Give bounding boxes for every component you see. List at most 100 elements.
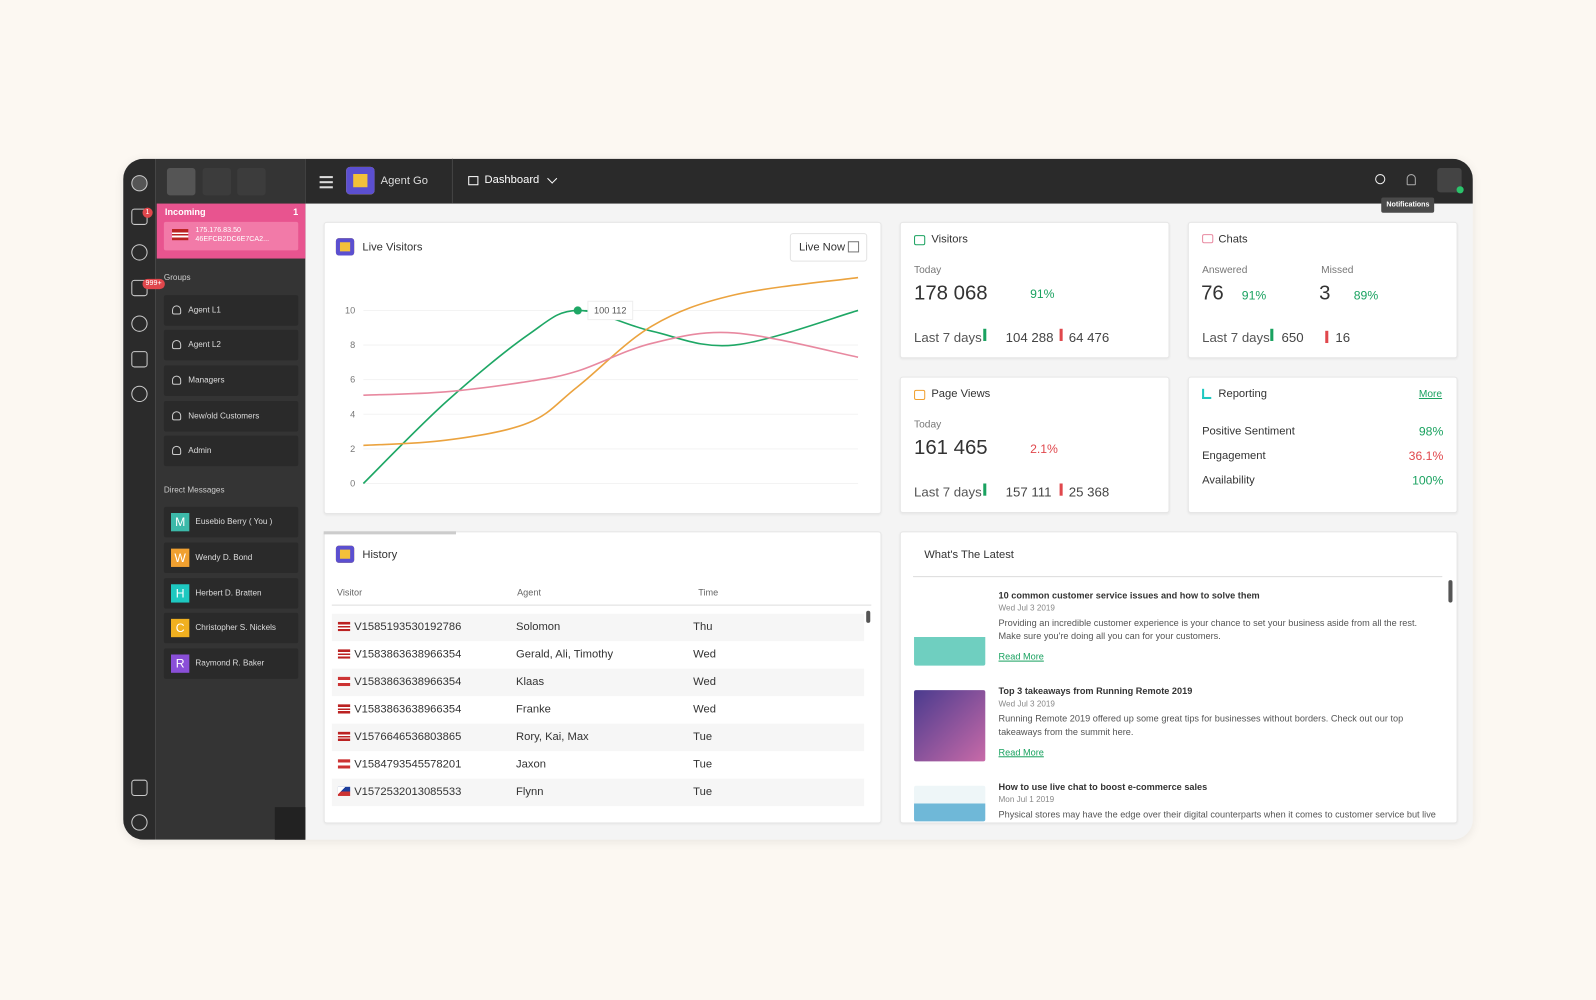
table-cell: Wed	[693, 675, 716, 689]
dm-name: Herbert D. Bratten	[195, 588, 262, 598]
down-icon	[1059, 483, 1063, 496]
icon-rail	[123, 158, 156, 840]
group-icon	[172, 305, 182, 315]
group-item[interactable]	[163, 329, 299, 361]
table-row[interactable]	[331, 751, 865, 779]
chevron	[547, 173, 558, 184]
scrollbar	[866, 610, 871, 623]
group-name: Agent L1	[188, 305, 221, 315]
table-cell: V1585193530192786	[354, 620, 462, 634]
nav-label[interactable]: Dashboard	[484, 174, 540, 187]
news-image	[914, 785, 986, 822]
news-title[interactable]: Top 3 takeaways from Running Remote 2019	[998, 686, 1193, 697]
last7-label: Last 7 days	[914, 329, 982, 346]
flag	[337, 704, 351, 714]
card-icon	[1202, 388, 1212, 400]
news-date: Mon Jul 1 2019	[998, 794, 1055, 805]
group-item[interactable]	[163, 295, 299, 326]
table-cell: V1584793545578201	[354, 758, 462, 771]
visitors-card	[899, 221, 1170, 359]
group-name: Agent L2	[188, 339, 221, 350]
flag	[337, 649, 351, 659]
table-cell: Franke	[516, 703, 551, 716]
table-cell: Tue	[693, 785, 713, 799]
group-item[interactable]	[163, 401, 299, 432]
table-row[interactable]	[331, 696, 865, 724]
group-item[interactable]	[163, 365, 299, 396]
badge: 1	[142, 207, 153, 218]
section-title: Direct Messages	[163, 485, 225, 495]
incoming-count: 1	[293, 206, 299, 217]
last7-label: Last 7 days	[914, 484, 982, 500]
home-icon	[468, 176, 479, 186]
table-cell: Jaxon	[516, 758, 546, 771]
avatar: M	[171, 513, 190, 532]
panel-tab[interactable]	[202, 167, 232, 196]
today-value: 161 465	[914, 436, 988, 460]
today-change: 91%	[1030, 287, 1055, 302]
up-value: 650	[1281, 329, 1304, 346]
table-cell: V1572532013085533	[354, 785, 462, 799]
rail-icon[interactable]	[131, 351, 148, 368]
table-cell: Wed	[693, 703, 716, 716]
table-row[interactable]	[331, 778, 865, 807]
rail-icon[interactable]	[131, 244, 148, 261]
table-cell: Gerald, Ali, Timothy	[516, 648, 614, 661]
bell-icon[interactable]	[1406, 174, 1416, 186]
news-text: Physical stores may have the edge over t…	[998, 809, 1436, 820]
read-more[interactable]: Read More	[998, 747, 1044, 758]
rail-icon[interactable]	[131, 175, 148, 192]
report-value: 36.1%	[1408, 448, 1444, 464]
up-value: 157 111	[1005, 484, 1052, 500]
rail-icon[interactable]	[131, 814, 148, 831]
table-row[interactable]	[331, 641, 865, 669]
more-link[interactable]: More	[1418, 388, 1443, 401]
table-cell: Klaas	[516, 675, 545, 689]
panel-tab[interactable]	[166, 167, 196, 196]
news-text: Running Remote 2019 offered up some grea…	[998, 713, 1404, 737]
status-dot	[1456, 186, 1464, 194]
menu-icon	[319, 176, 333, 178]
live-visitors-card	[323, 221, 882, 515]
group-name: New/old Customers	[188, 411, 260, 421]
today-change: 2.1%	[1030, 441, 1058, 457]
news-title[interactable]: How to use live chat to boost e-commerce…	[998, 781, 1208, 792]
live-now-button[interactable]	[789, 233, 868, 262]
dm-name: Wendy D. Bond	[195, 552, 253, 562]
incoming-label: Incoming	[164, 206, 206, 217]
divider	[451, 158, 453, 204]
column-header: Visitor	[336, 587, 363, 598]
table-row[interactable]	[331, 668, 865, 697]
group-icon	[172, 411, 182, 421]
report-value: 98%	[1418, 424, 1444, 439]
answered-label: Answered	[1202, 264, 1248, 276]
flag	[172, 229, 189, 241]
table-row[interactable]	[331, 613, 865, 642]
rail-icon[interactable]	[131, 385, 148, 403]
panel-tab[interactable]	[237, 167, 266, 196]
table-cell: Wed	[693, 648, 716, 661]
calendar-icon	[847, 241, 860, 253]
news-title[interactable]: 10 common customer service issues and ho…	[998, 590, 1260, 601]
down-value: 25 368	[1068, 484, 1110, 500]
collapse-button[interactable]	[274, 807, 306, 840]
group-icon	[172, 445, 182, 455]
group-item[interactable]	[163, 435, 299, 467]
table-cell: Flynn	[516, 785, 544, 799]
missed-value: 3	[1319, 281, 1331, 305]
table-cell: V1583863638966354	[354, 703, 462, 716]
down-icon	[1325, 330, 1329, 344]
live-now-label[interactable]: Live Now	[799, 241, 846, 254]
chats-card	[1187, 221, 1458, 359]
table-cell: Tue	[693, 758, 713, 771]
badge: 999+	[142, 278, 165, 290]
card-title: Chats	[1218, 233, 1248, 246]
answered-change: 91%	[1241, 288, 1267, 303]
rail-icon[interactable]	[131, 315, 148, 332]
read-more[interactable]: Read More	[998, 651, 1044, 662]
rail-icon[interactable]	[131, 779, 148, 796]
table-row[interactable]	[331, 723, 865, 752]
table-cell: V1576646536803865	[354, 730, 462, 744]
tooltip: Notifications	[1381, 197, 1435, 213]
search-icon[interactable]	[1375, 174, 1386, 185]
